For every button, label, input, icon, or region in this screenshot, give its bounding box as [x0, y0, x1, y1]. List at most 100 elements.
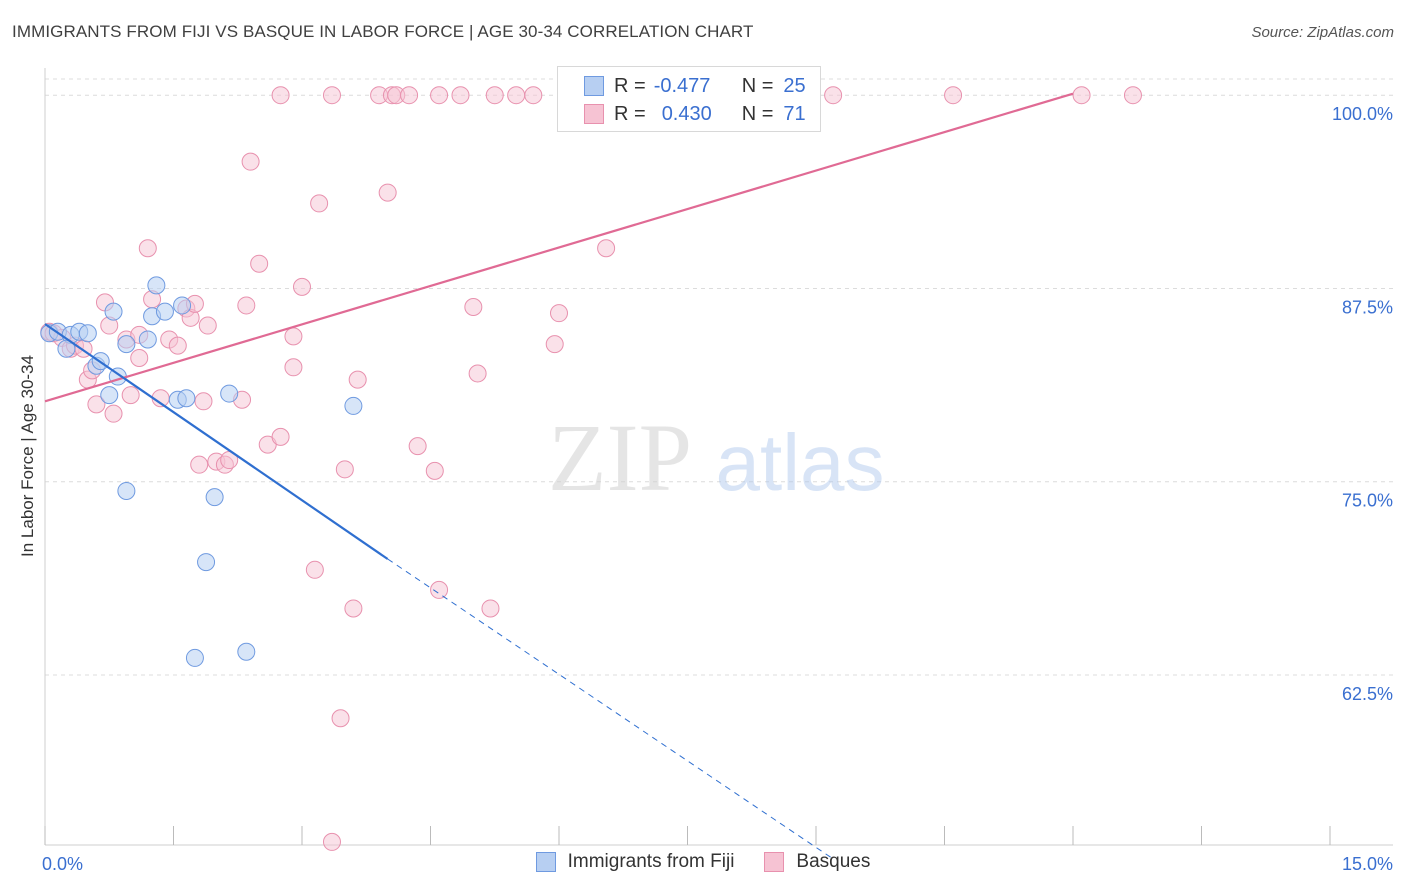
fiji-swatch: [584, 76, 604, 96]
basques-point: [250, 254, 269, 273]
basques-point: [322, 832, 341, 851]
basques-point: [335, 460, 354, 479]
legend-row-basques: R = 0.430 N = 71: [558, 99, 806, 129]
x-tick-label: 15.0%: [1342, 854, 1393, 874]
fiji-point: [205, 488, 224, 507]
basques-point: [1072, 86, 1091, 105]
y-tick-label: 62.5%: [1342, 684, 1393, 704]
basques-point: [241, 152, 260, 171]
fiji-point: [57, 339, 76, 358]
basques-point: [430, 580, 449, 599]
basques-point: [824, 86, 843, 105]
basques-n-label: N =: [741, 102, 774, 125]
fiji-point: [185, 648, 204, 667]
basques-point: [524, 86, 543, 105]
fiji-trend-extension: [387, 558, 834, 860]
fiji-point: [78, 324, 97, 343]
legend-basques-label: Basques: [796, 851, 871, 872]
basques-point: [121, 386, 140, 405]
basques-point: [322, 86, 341, 105]
source-label: Source: ZipAtlas.com: [1251, 24, 1394, 41]
basques-point: [400, 86, 419, 105]
x-tick-label: 0.0%: [42, 854, 83, 874]
fiji-r-label: R =: [614, 74, 646, 97]
fiji-n-value: 25: [783, 74, 806, 97]
fiji-point: [197, 553, 216, 572]
basques-point: [545, 335, 564, 354]
fiji-point: [177, 389, 196, 408]
basques-point: [344, 599, 363, 618]
legend-fiji-label: Immigrants from Fiji: [567, 851, 735, 872]
basques-point: [305, 560, 324, 579]
y-tick-label: 87.5%: [1342, 297, 1393, 317]
basques-point: [597, 239, 616, 258]
basques-point: [408, 437, 427, 456]
fiji-point: [138, 330, 157, 349]
fiji-point: [100, 386, 119, 405]
basques-point: [284, 327, 303, 346]
basques-point: [284, 358, 303, 377]
basques-point: [451, 86, 470, 105]
fiji-point: [220, 384, 239, 403]
basques-point: [104, 404, 123, 423]
basques-point: [310, 194, 329, 213]
correlation-legend: R = -0.477 N = 25 R = 0.430 N = 71: [557, 66, 821, 132]
basques-point: [168, 336, 187, 355]
legend-item-basques: Basques: [764, 851, 870, 873]
axes: [44, 68, 1393, 846]
fiji-point: [173, 296, 192, 315]
watermark-zip: ZIP: [548, 404, 692, 511]
basques-point: [331, 709, 350, 728]
basques-point: [378, 183, 397, 202]
basques-r-value: 0.430: [661, 102, 712, 125]
fiji-point: [117, 335, 136, 354]
y-axis-label: In Labor Force | Age 30-34: [18, 355, 37, 557]
fiji-point: [147, 276, 166, 295]
basques-point: [507, 86, 526, 105]
basques-point: [468, 364, 487, 383]
fiji-point: [344, 396, 363, 415]
basques-point: [194, 392, 213, 411]
basques-point: [425, 461, 444, 480]
basques-point: [481, 599, 500, 618]
basques-point: [190, 455, 209, 474]
basques-point: [550, 304, 568, 323]
y-tick-label: 100.0%: [1332, 104, 1393, 124]
basques-point: [138, 239, 157, 258]
basques-point: [464, 297, 483, 316]
fiji-point: [104, 302, 123, 321]
basques-point: [944, 86, 963, 105]
fiji-r-value: -0.477: [653, 74, 711, 97]
basques-point: [87, 395, 106, 414]
basques-point: [237, 296, 256, 315]
basques-point: [198, 316, 217, 335]
basques-point: [348, 370, 367, 389]
basques-point: [485, 86, 504, 105]
legend-fiji-swatch: [535, 852, 556, 872]
watermark: ZIP atlas: [548, 404, 884, 511]
legend-row-fiji: R = -0.477 N = 25: [558, 71, 806, 101]
basques-n-value: 71: [783, 102, 806, 125]
basques-swatch: [584, 104, 604, 124]
fiji-point: [155, 302, 174, 321]
basques-point: [293, 277, 311, 296]
fiji-n-label: N =: [741, 74, 774, 97]
basques-r-label: R =: [614, 102, 646, 125]
legend-basques-swatch: [764, 852, 785, 872]
basques-point: [271, 86, 290, 105]
fiji-point: [237, 642, 256, 661]
fiji-point: [117, 481, 136, 500]
basques-point: [1123, 86, 1142, 105]
trend-lines: [44, 92, 1074, 860]
chart-title: IMMIGRANTS FROM FIJI VS BASQUE IN LABOR …: [12, 22, 754, 41]
fiji-trend-line: [44, 323, 389, 560]
legend-item-fiji: Immigrants from Fiji: [535, 851, 735, 873]
y-tick-label: 75.0%: [1342, 491, 1393, 511]
basques-trend-line: [44, 92, 1074, 403]
basques-point: [271, 427, 290, 446]
tick-labels: 62.5% 75.0% 87.5% 100.0% 0.0% 15.0%: [42, 104, 1393, 874]
series-legend: Immigrants from Fiji Basques: [0, 851, 1406, 873]
basques-point: [430, 86, 449, 105]
basques-point: [130, 349, 149, 368]
